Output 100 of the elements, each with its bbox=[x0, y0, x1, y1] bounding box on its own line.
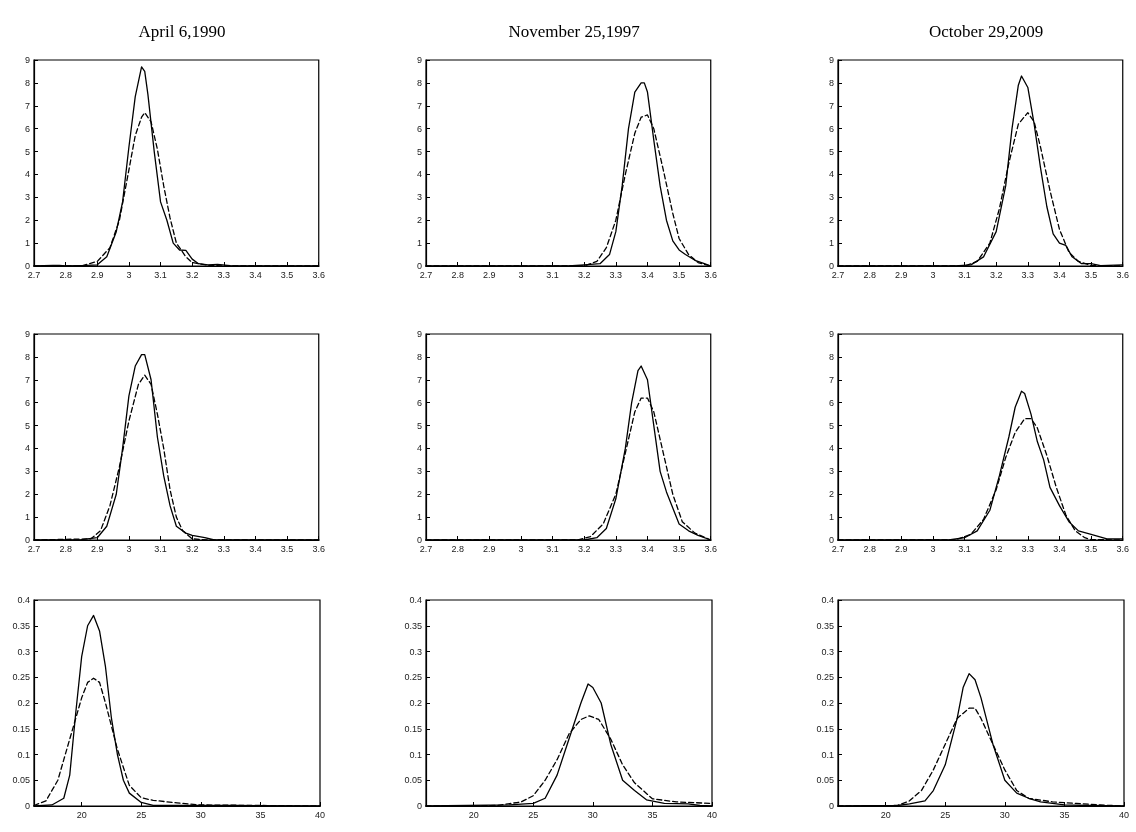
y-tick-label: 0.25 bbox=[816, 672, 834, 683]
x-tick-label: 3.2 bbox=[185, 543, 199, 554]
y-tick-label: 0 bbox=[24, 261, 30, 271]
y-tick-label: 3 bbox=[24, 192, 30, 203]
x-tick-label: 3.5 bbox=[280, 543, 294, 554]
x-tick-label: 3 bbox=[930, 543, 936, 554]
y-tick-label: 0 bbox=[416, 535, 422, 545]
y-tick-label: 6 bbox=[24, 123, 30, 134]
y-tick-label: 0.4 bbox=[17, 595, 30, 605]
y-tick-label: 5 bbox=[24, 146, 30, 157]
y-tick-label: 7 bbox=[416, 100, 422, 111]
x-tick-label: 3.4 bbox=[1053, 543, 1066, 554]
y-tick-label: 8 bbox=[416, 351, 422, 362]
x-tick-label: 2.9 bbox=[91, 269, 104, 280]
x-tick-label: 3.4 bbox=[249, 543, 262, 554]
y-tick-label: 0.3 bbox=[17, 646, 30, 657]
x-tick-label: 3.2 bbox=[989, 269, 1003, 280]
y-tick-label: 5 bbox=[416, 146, 422, 157]
y-tick-label: 4 bbox=[416, 169, 422, 180]
x-tick-label: 30 bbox=[999, 809, 1010, 820]
x-tick-label: 40 bbox=[706, 809, 717, 820]
y-tick-label: 5 bbox=[828, 146, 834, 157]
x-tick-label: 3.1 bbox=[958, 269, 971, 280]
x-tick-label: 2.8 bbox=[451, 543, 464, 554]
y-tick-label: 0 bbox=[828, 535, 834, 545]
y-tick-label: 6 bbox=[24, 397, 30, 408]
y-tick-label: 0 bbox=[416, 801, 422, 811]
y-tick-label: 9 bbox=[416, 55, 422, 65]
x-tick-label: 3.2 bbox=[577, 543, 591, 554]
y-tick-label: 8 bbox=[24, 351, 30, 362]
y-tick-label: 0 bbox=[828, 801, 834, 811]
x-tick-label: 20 bbox=[880, 809, 891, 820]
x-tick-label: 2.7 bbox=[831, 269, 845, 280]
x-tick-label: 2.8 bbox=[863, 269, 876, 280]
y-tick-label: 5 bbox=[416, 420, 422, 431]
x-tick-label: 35 bbox=[1059, 809, 1070, 820]
chart-title: April 6,1990 bbox=[138, 22, 226, 41]
y-tick-label: 0 bbox=[24, 535, 30, 545]
x-tick-label: 3.4 bbox=[641, 269, 654, 280]
x-tick-label: 2.8 bbox=[59, 269, 72, 280]
y-tick-label: 3 bbox=[416, 192, 422, 203]
x-tick-label: 2.7 bbox=[419, 543, 433, 554]
y-tick-label: 9 bbox=[828, 55, 834, 65]
x-tick-label: 3.3 bbox=[609, 269, 623, 280]
y-tick-label: 0.4 bbox=[409, 595, 422, 605]
x-tick-label: 3 bbox=[518, 269, 524, 280]
y-tick-label: 7 bbox=[416, 374, 422, 385]
y-tick-label: 0 bbox=[24, 801, 30, 811]
y-tick-label: 6 bbox=[828, 123, 834, 134]
x-tick-label: 25 bbox=[136, 809, 147, 820]
x-tick-label: 3 bbox=[518, 543, 524, 554]
x-tick-label: 3.6 bbox=[704, 269, 717, 280]
y-tick-label: 0.35 bbox=[12, 620, 30, 631]
x-tick-label: 35 bbox=[255, 809, 266, 820]
y-tick-label: 0.25 bbox=[12, 672, 30, 683]
x-tick-label: 20 bbox=[468, 809, 479, 820]
y-tick-label: 0.1 bbox=[821, 749, 834, 760]
x-tick-label: 3.4 bbox=[1053, 269, 1066, 280]
x-tick-label: 3.2 bbox=[989, 543, 1003, 554]
y-tick-label: 4 bbox=[828, 443, 834, 454]
y-tick-label: 0.1 bbox=[409, 749, 422, 760]
x-tick-label: 3.5 bbox=[1084, 543, 1098, 554]
y-tick-label: 7 bbox=[24, 374, 30, 385]
x-tick-label: 3.3 bbox=[217, 543, 231, 554]
y-tick-label: 4 bbox=[416, 443, 422, 454]
y-tick-label: 1 bbox=[416, 512, 422, 523]
x-tick-label: 2.7 bbox=[27, 543, 41, 554]
y-tick-label: 0.05 bbox=[816, 775, 834, 786]
y-tick-label: 0.2 bbox=[17, 698, 30, 708]
x-tick-label: 3.5 bbox=[280, 269, 294, 280]
y-tick-label: 6 bbox=[416, 397, 422, 408]
y-tick-label: 8 bbox=[24, 77, 30, 88]
y-tick-label: 5 bbox=[828, 420, 834, 431]
x-tick-label: 35 bbox=[647, 809, 658, 820]
x-tick-label: 3.6 bbox=[312, 543, 325, 554]
chart-title: November 25,1997 bbox=[508, 22, 641, 41]
x-tick-label: 2.7 bbox=[831, 543, 845, 554]
y-tick-label: 9 bbox=[24, 55, 30, 65]
y-tick-label: 1 bbox=[828, 238, 834, 249]
x-tick-label: 3.6 bbox=[1116, 269, 1129, 280]
x-tick-label: 2.7 bbox=[27, 269, 41, 280]
y-tick-label: 0.15 bbox=[816, 723, 834, 734]
x-tick-label: 2.7 bbox=[419, 269, 433, 280]
y-tick-label: 2 bbox=[416, 489, 422, 500]
y-tick-label: 2 bbox=[828, 489, 834, 500]
y-tick-label: 2 bbox=[24, 215, 30, 226]
y-tick-label: 7 bbox=[828, 100, 834, 111]
y-tick-label: 3 bbox=[828, 192, 834, 203]
x-tick-label: 3.5 bbox=[1084, 269, 1098, 280]
x-tick-label: 3.5 bbox=[672, 269, 686, 280]
y-tick-label: 0.2 bbox=[409, 698, 422, 708]
y-tick-label: 0.05 bbox=[404, 775, 422, 786]
y-tick-label: 0.15 bbox=[404, 723, 422, 734]
y-tick-label: 4 bbox=[24, 169, 30, 180]
y-tick-label: 3 bbox=[416, 466, 422, 477]
x-tick-label: 3.5 bbox=[672, 543, 686, 554]
x-tick-label: 3.6 bbox=[1116, 543, 1129, 554]
x-tick-label: 3.4 bbox=[249, 269, 262, 280]
x-tick-label: 3 bbox=[126, 269, 132, 280]
x-tick-label: 2.9 bbox=[483, 269, 496, 280]
